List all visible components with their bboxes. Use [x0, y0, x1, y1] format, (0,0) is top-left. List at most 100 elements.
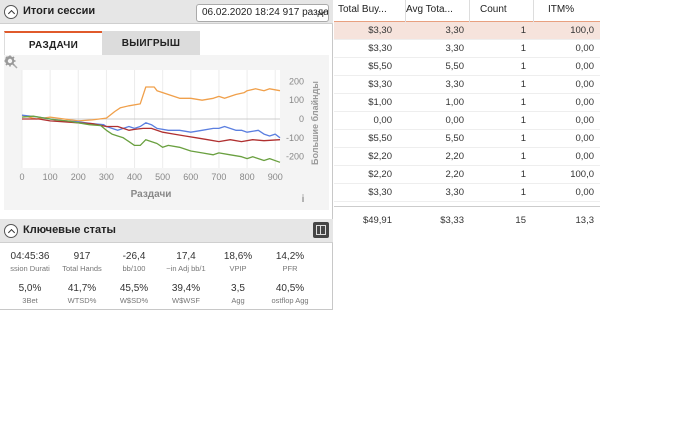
itm-total: 13,3 — [575, 215, 595, 226]
stat-value: 14,2% — [275, 251, 305, 262]
x-tick-label: 900 — [268, 172, 283, 182]
session-select[interactable]: 06.02.2020 18:24 917 раздач) — [196, 4, 329, 22]
cell-avg-total: 3,30 — [445, 79, 465, 90]
x-tick-label: 100 — [43, 172, 58, 182]
avg-total-sum: $3,33 — [440, 215, 464, 226]
collapse-chevron-icon[interactable] — [4, 224, 18, 238]
cell-total-buyin: $5,50 — [368, 61, 392, 72]
stat-value: 17,4 — [176, 251, 196, 262]
stat-item: 45,5% W$SD% — [108, 283, 160, 305]
col-header-total-buyin[interactable]: Total Buy... — [334, 0, 406, 22]
cell-avg-total: 3,30 — [445, 25, 465, 36]
col-header-itm[interactable]: ITM% — [548, 4, 575, 15]
cell-count: 1 — [520, 79, 526, 90]
col-header-avg-total[interactable]: Avg Tota... — [406, 0, 470, 22]
cell-itm: 100,0 — [570, 25, 594, 36]
y-tick-label: -100 — [286, 133, 304, 143]
cell-count: 1 — [520, 187, 526, 198]
stat-item: 917 Total Hands — [56, 251, 108, 273]
cell-itm: 0,00 — [575, 79, 595, 90]
y-tick-label: -200 — [286, 152, 304, 162]
x-tick-label: 700 — [211, 172, 226, 182]
cell-avg-total: 1,00 — [445, 97, 465, 108]
tab-hands[interactable]: РАЗДАЧИ — [4, 31, 102, 55]
stat-item: 41,7% WTSD% — [56, 283, 108, 305]
series-line-green — [21, 115, 281, 163]
stat-value: 39,4% — [171, 283, 201, 294]
stat-value: -26,4 — [122, 251, 146, 262]
stat-item: 04:45:36 ssion Durati — [4, 251, 56, 273]
session-summary-header: Итоги сессии 06.02.2020 18:24 917 раздач… — [0, 0, 333, 24]
stat-label: ~in Adj bb/1 — [166, 264, 206, 273]
table-totals-row: $49,91 $3,33 15 13,3 — [334, 206, 600, 230]
cell-total-buyin: $3,30 — [368, 43, 392, 54]
stat-label: Total Hands — [62, 264, 102, 273]
count-sum: 15 — [515, 215, 526, 226]
col-header-count[interactable]: Count — [470, 0, 534, 22]
table-row[interactable]: $3,30 3,30 1 0,00 — [334, 40, 600, 58]
session-summary-panel: Итоги сессии 06.02.2020 18:24 917 раздач… — [0, 0, 333, 310]
total-buyin-sum: $49,91 — [362, 215, 392, 226]
table-header: Total Buy... Avg Tota... Count ITM% — [334, 0, 600, 22]
chart-svg: 0 100 200 300 400 500 600 700 800 900 200 100 0 -100 -… — [19, 70, 320, 200]
table-row[interactable]: $3,30 3,30 1 0,00 — [334, 184, 600, 202]
stat-value: 18,6% — [223, 251, 253, 262]
gear-icon[interactable] — [4, 55, 16, 67]
x-tick-label: 500 — [155, 172, 170, 182]
table-row[interactable]: 0,00 0,00 1 0,00 — [334, 112, 600, 130]
cell-avg-total: 5,50 — [445, 133, 465, 144]
stat-value: 04:45:36 — [10, 251, 50, 262]
chart-tabs: РАЗДАЧИ ВЫИГРЫШ — [4, 31, 200, 55]
stat-label: WTSD% — [67, 296, 97, 305]
cell-count: 1 — [520, 169, 526, 180]
session-select-value: 06.02.2020 18:24 917 раздач) — [202, 7, 329, 18]
cell-avg-total: 2,20 — [445, 151, 465, 162]
stat-label: W$WSF — [172, 296, 200, 305]
stat-label: Agg — [231, 296, 245, 305]
y-tick-label: 0 — [299, 114, 304, 124]
stat-item: 40,5% ostflop Agg — [264, 283, 316, 305]
layout-toggle-icon[interactable] — [313, 222, 329, 238]
stat-item: 39,4% W$WSF — [160, 283, 212, 305]
info-icon[interactable]: i — [301, 194, 305, 205]
collapse-chevron-icon[interactable] — [4, 5, 18, 19]
stat-item: 5,0% 3Bet — [4, 283, 56, 305]
cell-total-buyin: $3,30 — [368, 187, 392, 198]
cell-total-buyin: $2,20 — [368, 151, 392, 162]
tournament-table: Total Buy... Avg Tota... Count ITM% $3,3… — [334, 0, 600, 230]
cell-total-buyin: $3,30 — [368, 79, 392, 90]
stat-value: 41,7% — [67, 283, 97, 294]
key-stats-header: Ключевые статы — [0, 219, 333, 243]
cell-avg-total: 5,50 — [445, 61, 465, 72]
stat-value: 3,5 — [231, 283, 245, 294]
cell-count: 1 — [520, 43, 526, 54]
results-chart: 0 100 200 300 400 500 600 700 800 900 200 100 0 -100 -… — [4, 55, 329, 210]
table-row[interactable]: $3,30 3,30 1 0,00 — [334, 76, 600, 94]
x-tick-label: 300 — [99, 172, 114, 182]
stat-value: 40,5% — [275, 283, 305, 294]
x-tick-label: 0 — [19, 172, 24, 182]
y-tick-label: 200 — [289, 76, 304, 86]
stat-value: 917 — [73, 251, 91, 262]
table-row[interactable]: $2,20 2,20 1 100,0 — [334, 166, 600, 184]
tab-winnings[interactable]: ВЫИГРЫШ — [102, 31, 200, 55]
cell-total-buyin: $5,50 — [368, 133, 392, 144]
stat-label: W$SD% — [119, 296, 149, 305]
cell-avg-total: 3,30 — [445, 187, 465, 198]
cell-avg-total: 2,20 — [445, 169, 465, 180]
table-row[interactable]: $5,50 5,50 1 0,00 — [334, 130, 600, 148]
table-row[interactable]: $5,50 5,50 1 0,00 — [334, 58, 600, 76]
stat-value: 45,5% — [119, 283, 149, 294]
stat-label: bb/100 — [122, 264, 146, 273]
stat-label: VPIP — [229, 264, 247, 273]
col-header-avg-total-label: Avg Tota... — [406, 4, 453, 15]
stat-value: 5,0% — [18, 283, 42, 294]
table-row[interactable]: $3,30 3,30 1 100,0 — [334, 22, 600, 40]
table-row[interactable]: $2,20 2,20 1 0,00 — [334, 148, 600, 166]
x-tick-label: 200 — [71, 172, 86, 182]
cell-itm: 0,00 — [575, 115, 595, 126]
table-row[interactable]: $1,00 1,00 1 0,00 — [334, 94, 600, 112]
stat-item: 17,4 ~in Adj bb/1 — [160, 251, 212, 273]
cell-count: 1 — [520, 115, 526, 126]
cell-total-buyin: 0,00 — [373, 115, 393, 126]
